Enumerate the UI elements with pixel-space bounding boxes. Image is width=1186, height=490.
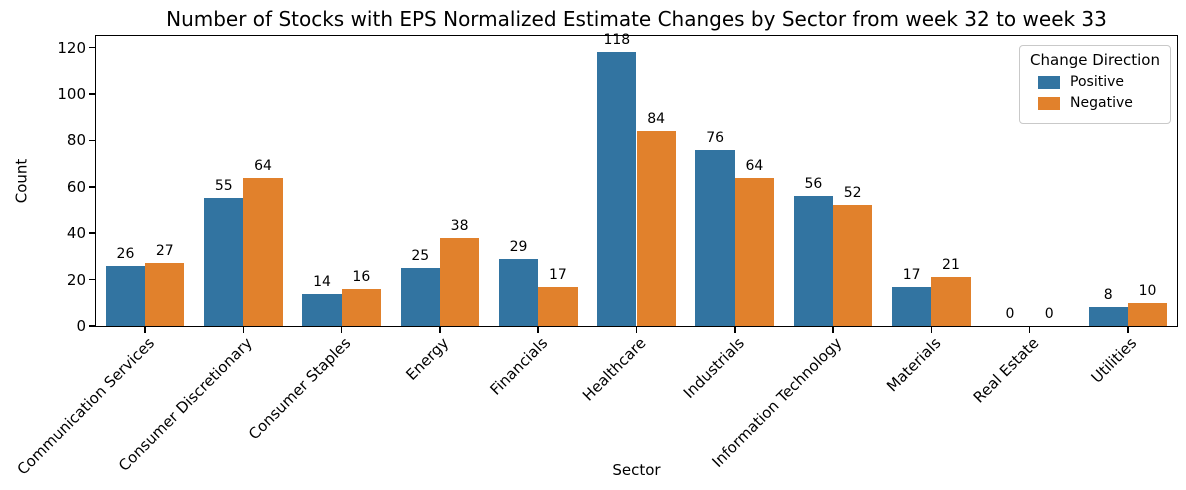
y-tick-mark [89, 325, 96, 327]
y-tick-mark [89, 186, 96, 188]
bar-value-label: 84 [647, 111, 666, 128]
bar-positive-utilities [1088, 307, 1128, 326]
y-tick-label: 0 [76, 317, 86, 335]
y-tick-label: 40 [66, 224, 86, 243]
x-tick-mark [537, 326, 539, 333]
bar-positive-communication-services [105, 265, 146, 326]
x-tick-mark [930, 326, 933, 333]
bar-positive-healthcare [597, 52, 637, 326]
bar-value-label: 27 [155, 243, 174, 260]
bar-value-label: 56 [804, 176, 823, 193]
bar-positive-information-technology [793, 196, 834, 326]
x-tick-label-financials: Financials [486, 334, 551, 399]
y-tick-mark [89, 139, 96, 142]
legend-title: Change Direction [1030, 51, 1160, 69]
bar-positive-financials [498, 258, 539, 326]
bar-value-label: 10 [1138, 282, 1157, 299]
bar-value-label: 38 [450, 217, 469, 234]
bar-value-label: 0 [1044, 306, 1054, 322]
bar-value-label: 17 [548, 266, 567, 283]
y-tick-mark [89, 232, 96, 234]
bar-negative-consumer-discretionary [243, 177, 283, 326]
bar-negative-communication-services [145, 263, 185, 326]
bar-value-label: 16 [352, 268, 371, 285]
y-tick-mark [89, 93, 96, 95]
bar-positive-consumer-discretionary [204, 198, 244, 326]
y-tick-label: 100 [57, 85, 86, 103]
bar-positive-energy [400, 268, 440, 326]
x-tick-label-utilities: Utilities [1087, 334, 1141, 387]
legend-swatch-negative [1038, 96, 1061, 110]
x-tick-label-healthcare: Healthcare [578, 334, 650, 405]
x-tick-label-energy: Energy [402, 334, 453, 384]
legend-swatch-positive [1038, 75, 1061, 89]
bar-value-label: 14 [313, 273, 331, 290]
x-tick-mark [832, 326, 834, 333]
bar-positive-consumer-staples [302, 293, 342, 326]
x-tick-label-industrials: Industrials [679, 334, 748, 403]
legend: Change Direction Positive Negative [1019, 45, 1171, 124]
bar-negative-industrials [734, 177, 775, 326]
bar-value-label: 26 [116, 245, 135, 262]
x-tick-mark [439, 326, 441, 333]
x-tick-mark [1127, 326, 1129, 333]
legend-entry-negative: Negative [1038, 95, 1160, 111]
bar-value-label: 64 [254, 157, 272, 174]
y-tick-mark [89, 278, 96, 281]
bar-value-label: 17 [902, 266, 921, 283]
x-tick-mark [635, 326, 638, 333]
bar-negative-financials [538, 286, 578, 326]
bar-positive-materials [892, 286, 932, 326]
bar-value-label: 52 [843, 185, 862, 202]
y-tick-label: 60 [66, 177, 86, 196]
x-tick-mark [734, 326, 736, 333]
bar-positive-industrials [695, 149, 735, 326]
x-tick-mark [1028, 326, 1031, 333]
bar-value-label: 25 [411, 248, 430, 264]
bar-value-label: 118 [603, 32, 631, 49]
y-tick-label: 120 [57, 38, 86, 57]
x-axis-label: Sector [612, 461, 661, 479]
bar-negative-materials [931, 277, 971, 326]
bar-value-label: 76 [706, 129, 725, 146]
y-tick-label: 80 [66, 131, 86, 150]
x-tick-mark [340, 326, 343, 333]
bar-negative-information-technology [833, 205, 873, 326]
bar-negative-energy [439, 237, 480, 326]
legend-label: Negative [1070, 95, 1133, 111]
bar-value-label: 0 [1005, 306, 1015, 322]
x-tick-label-real-estate: Real Estate [969, 334, 1043, 407]
chart-title: Number of Stocks with EPS Normalized Est… [166, 7, 1107, 31]
legend-entry-positive: Positive [1038, 74, 1160, 90]
x-tick-mark [144, 326, 146, 333]
plot-area: Change Direction Positive Negative 26 27 55… [95, 32, 1178, 327]
bar-value-label: 55 [214, 178, 233, 195]
bar-negative-consumer-staples [341, 288, 381, 326]
x-tick-label-consumer-staples: Consumer Staples [245, 334, 355, 444]
y-tick-label: 20 [66, 270, 86, 289]
bar-value-label: 21 [942, 257, 960, 274]
legend-label: Positive [1070, 74, 1125, 90]
x-tick-mark [242, 326, 245, 333]
x-tick-label-materials: Materials [882, 334, 945, 396]
bar-negative-healthcare [636, 131, 676, 326]
bar-value-label: 8 [1103, 287, 1113, 304]
bar-value-label: 29 [509, 238, 528, 255]
y-tick-mark [89, 46, 96, 49]
bar-negative-utilities [1127, 302, 1168, 326]
bar-value-label: 64 [745, 157, 764, 174]
